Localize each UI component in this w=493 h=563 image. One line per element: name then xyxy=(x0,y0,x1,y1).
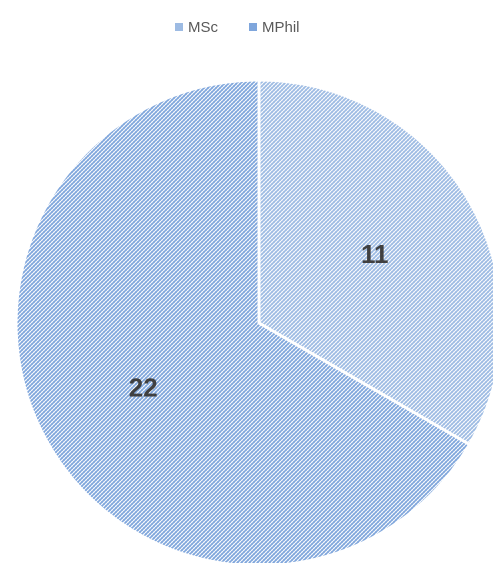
data-label: 22 xyxy=(129,373,158,403)
pie-slice xyxy=(14,78,472,563)
legend-label: MSc xyxy=(188,19,219,36)
pie-slice xyxy=(257,78,493,447)
legend-label: MPhil xyxy=(262,19,300,36)
data-label: 11 xyxy=(361,239,389,269)
legend-swatch xyxy=(249,23,257,31)
legend-swatch xyxy=(175,23,183,31)
